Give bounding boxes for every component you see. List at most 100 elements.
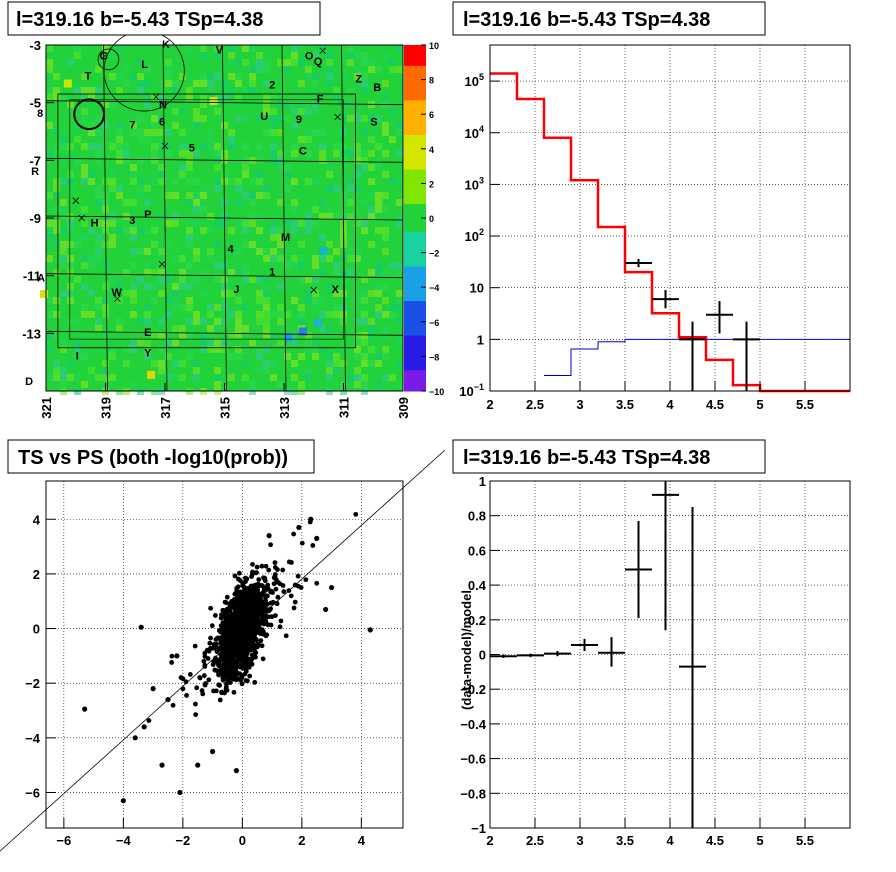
map-cell (291, 199, 298, 206)
scatter-outlier (138, 624, 144, 630)
map-cell (368, 66, 375, 73)
map-cell (256, 213, 263, 220)
map-cell (368, 290, 375, 297)
map-cell (116, 122, 123, 129)
map-cell (298, 80, 305, 87)
map-cell (172, 87, 179, 94)
map-cell (130, 129, 137, 136)
map-cell (46, 66, 53, 73)
scatter-point (291, 531, 297, 537)
y-tick-label: 0 (479, 648, 486, 663)
map-cell (186, 297, 193, 304)
map-cell (221, 178, 228, 185)
map-cell (382, 283, 389, 290)
map-cell (158, 318, 165, 325)
color-scale-band (404, 128, 426, 136)
color-scale-band (404, 197, 426, 205)
map-cross (334, 113, 341, 121)
map-cell (158, 332, 165, 339)
map-cell (186, 199, 193, 206)
scatter-point (218, 656, 223, 662)
map-cell (158, 178, 165, 185)
map-cell (291, 150, 298, 157)
scatter-point (223, 686, 229, 692)
map-cell (95, 220, 102, 227)
map-cell (116, 283, 123, 290)
scatter-point (299, 540, 305, 546)
map-cell (137, 136, 144, 143)
scatter-point (250, 569, 255, 575)
color-scale-band (404, 259, 426, 267)
x-tick-label: 2 (486, 397, 493, 412)
x-tick-label: 5.5 (796, 397, 814, 412)
map-cell (158, 346, 165, 353)
scatter-point (229, 624, 234, 629)
map-source-label: S (370, 117, 377, 129)
color-scale-band (404, 349, 426, 357)
map-cell (151, 115, 158, 122)
y-tick-label: 105 (465, 72, 484, 89)
map-cell (270, 108, 277, 115)
map-source-label: Z (355, 73, 362, 85)
map-cell (249, 199, 256, 206)
map-cell (305, 220, 312, 227)
scatter-point (272, 560, 278, 565)
map-cell (375, 115, 382, 122)
scatter-point (220, 620, 226, 626)
scatter-point (263, 603, 269, 609)
map-source-label: P (144, 209, 151, 221)
map-cell (319, 255, 326, 262)
map-cell (354, 157, 361, 164)
map-cell (396, 129, 403, 136)
map-cell (263, 59, 270, 66)
map-cell (361, 199, 368, 206)
map-cell (186, 192, 193, 199)
map-cell (179, 269, 186, 276)
scatter-point (202, 664, 208, 669)
map-source-label: F (317, 94, 324, 106)
map-cell (305, 178, 312, 185)
map-cell (53, 374, 60, 381)
map-cell (179, 325, 186, 332)
scatter-point (256, 642, 261, 647)
map-cell (354, 255, 361, 262)
map-cell (326, 66, 333, 73)
map-cell (46, 220, 53, 227)
map-cell (270, 94, 277, 101)
x-tick-label: 2 (486, 833, 493, 848)
map-cell (46, 122, 53, 129)
map-cell (207, 346, 214, 353)
scatter-point (248, 642, 254, 648)
map-cell (235, 185, 242, 192)
scatter-point (243, 602, 249, 608)
map-cell (256, 297, 263, 304)
map-cell (165, 339, 172, 346)
map-cell (81, 220, 88, 227)
map-cell (158, 115, 165, 122)
map-cell (263, 129, 270, 136)
map-cell (137, 227, 144, 234)
map-cell (228, 311, 235, 318)
map-source-label: 7 (129, 120, 135, 132)
map-cell (319, 45, 326, 52)
map-cell (235, 297, 242, 304)
map-cell (326, 241, 333, 248)
scatter-outlier (210, 748, 216, 755)
map-cell (242, 143, 249, 150)
x-tick-label: 4.5 (706, 833, 724, 848)
map-cell (375, 143, 382, 150)
map-cell (200, 318, 207, 325)
map-cell (214, 276, 221, 283)
map-source-label: H (91, 218, 99, 230)
map-cell (95, 66, 102, 73)
map-cell (109, 178, 116, 185)
map-cell (172, 374, 179, 381)
map-cell (228, 45, 235, 52)
map-cell (291, 143, 298, 150)
map-cell (46, 311, 53, 318)
map-cell (46, 297, 53, 304)
map-cell (389, 374, 396, 381)
map-cell (46, 87, 53, 94)
map-cell (53, 129, 60, 136)
